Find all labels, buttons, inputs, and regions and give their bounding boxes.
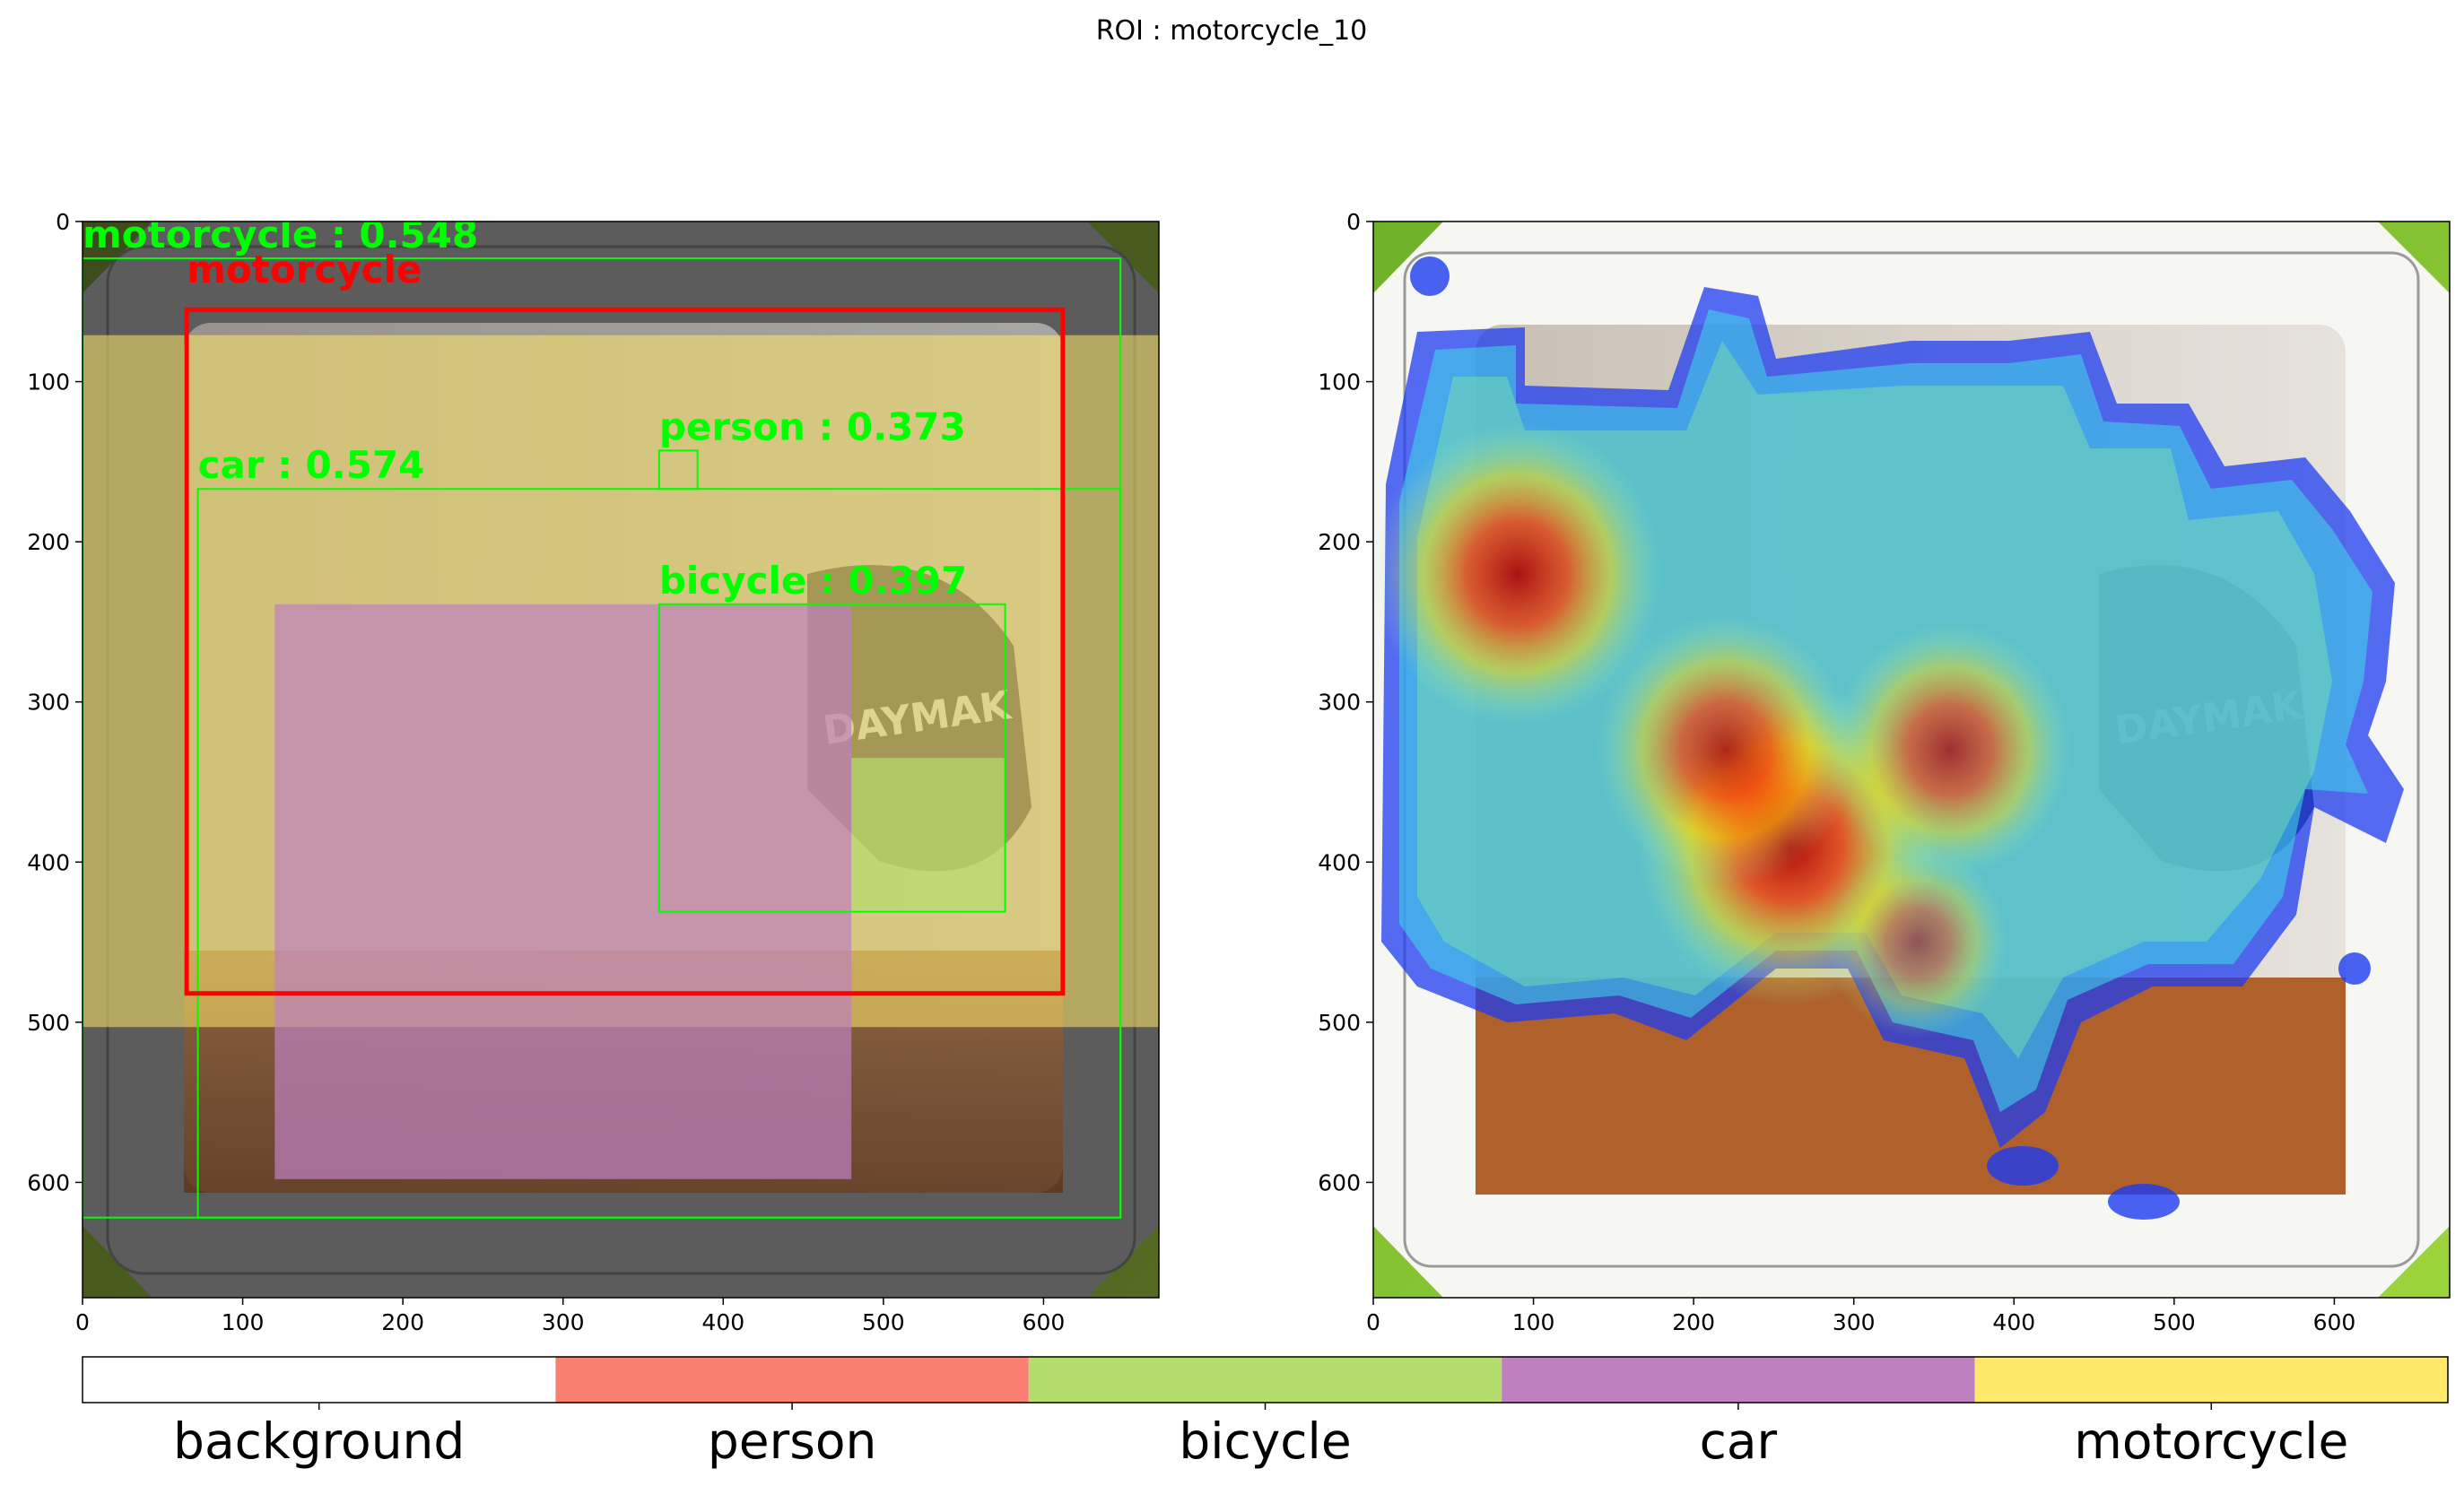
right-xtick-label: 200 <box>1672 1309 1715 1335</box>
colorbar-label-motorcycle: motorcycle <box>2074 1412 2348 1470</box>
right-xtick-label: 500 <box>2153 1309 2196 1335</box>
right-panel: DAYMAK 0 100 200 300 400 500 600 0 100 200 300 400 5… <box>1318 209 2451 1335</box>
left-ytick-label: 0 <box>56 209 70 235</box>
right-ytick-label: 300 <box>1318 690 1361 716</box>
colorbar-label-car: car <box>1700 1412 1778 1470</box>
roi-box <box>184 307 1066 996</box>
detection-label: car : 0.574 <box>198 443 425 487</box>
detection-label: person : 0.373 <box>659 404 966 448</box>
right-ytick-label: 0 <box>1346 209 1361 235</box>
left-xtick-label: 300 <box>542 1309 585 1335</box>
right-axes-frame <box>1372 221 2451 1299</box>
left-xtick-label: 0 <box>75 1309 90 1335</box>
colorbar-segment-background <box>83 1357 556 1403</box>
right-xtick-label: 0 <box>1366 1309 1380 1335</box>
detection-box <box>657 449 699 491</box>
left-ytick-label: 500 <box>27 1010 70 1036</box>
detection-box <box>657 603 1006 913</box>
attention-hotspots <box>1373 421 2072 1038</box>
attention-hotspot <box>1826 846 2010 1038</box>
detection-label: motorcycle : 0.548 <box>83 213 478 256</box>
right-xtick-label: 400 <box>1992 1309 2035 1335</box>
figure-title: ROI : motorcycle_10 <box>1096 15 1368 47</box>
left-xtick-label: 500 <box>862 1309 905 1335</box>
right-xtick-label: 600 <box>2313 1309 2356 1335</box>
detection-label: bicycle : 0.397 <box>659 559 967 603</box>
left-ytick-label: 300 <box>27 690 70 716</box>
right-ytick-label: 400 <box>1318 849 1361 875</box>
colorbar-segment-bicycle <box>1028 1357 1502 1403</box>
right-ytick-label: 600 <box>1318 1169 1361 1195</box>
right-xtick-label: 100 <box>1512 1309 1555 1335</box>
colorbar-label-person: person <box>708 1412 877 1470</box>
detection-boxes: motorcycle : 0.548 car : 0.574 person : 0.… <box>83 213 1122 1219</box>
right-image: DAYMAK <box>1373 222 2450 1298</box>
right-xtick-label: 300 <box>1833 1309 1876 1335</box>
colorbar-segment-car <box>1502 1357 1975 1403</box>
colorbar-label-background: background <box>173 1412 465 1470</box>
segment-car <box>274 604 852 1179</box>
attention-hotspot <box>1373 421 1663 726</box>
left-ytick-label: 200 <box>27 529 70 555</box>
left-ytick-label: 100 <box>27 369 70 395</box>
right-ytick-label: 200 <box>1318 529 1361 555</box>
colorbar: background person bicycle car motorcycle <box>82 1356 2449 1470</box>
left-axis-ticks: 0 100 200 300 400 500 600 0 100 200 300 400 500 600 <box>27 209 1065 1335</box>
colorbar-segment-motorcycle <box>1974 1357 2448 1403</box>
colorbar-segment-person <box>555 1357 1029 1403</box>
left-xtick-label: 600 <box>1023 1309 1066 1335</box>
roi-label: motorcycle <box>187 248 422 291</box>
segment-bicycle <box>851 758 1006 912</box>
colorbar-label-bicycle: bicycle <box>1179 1412 1351 1470</box>
left-xtick-label: 400 <box>701 1309 744 1335</box>
right-ytick-label: 100 <box>1318 369 1361 395</box>
left-axes-frame <box>82 221 1160 1299</box>
right-axis-ticks: 0 100 200 300 400 500 600 0 100 200 300 400 500 600 <box>1318 209 2355 1335</box>
attention-hotspot <box>1596 613 1856 887</box>
left-ytick-label: 400 <box>27 849 70 875</box>
right-ytick-label: 500 <box>1318 1010 1361 1036</box>
left-xtick-label: 100 <box>222 1309 265 1335</box>
left-xtick-label: 200 <box>381 1309 424 1335</box>
attention-hotspot <box>1827 621 2072 879</box>
left-ytick-label: 600 <box>27 1169 70 1195</box>
